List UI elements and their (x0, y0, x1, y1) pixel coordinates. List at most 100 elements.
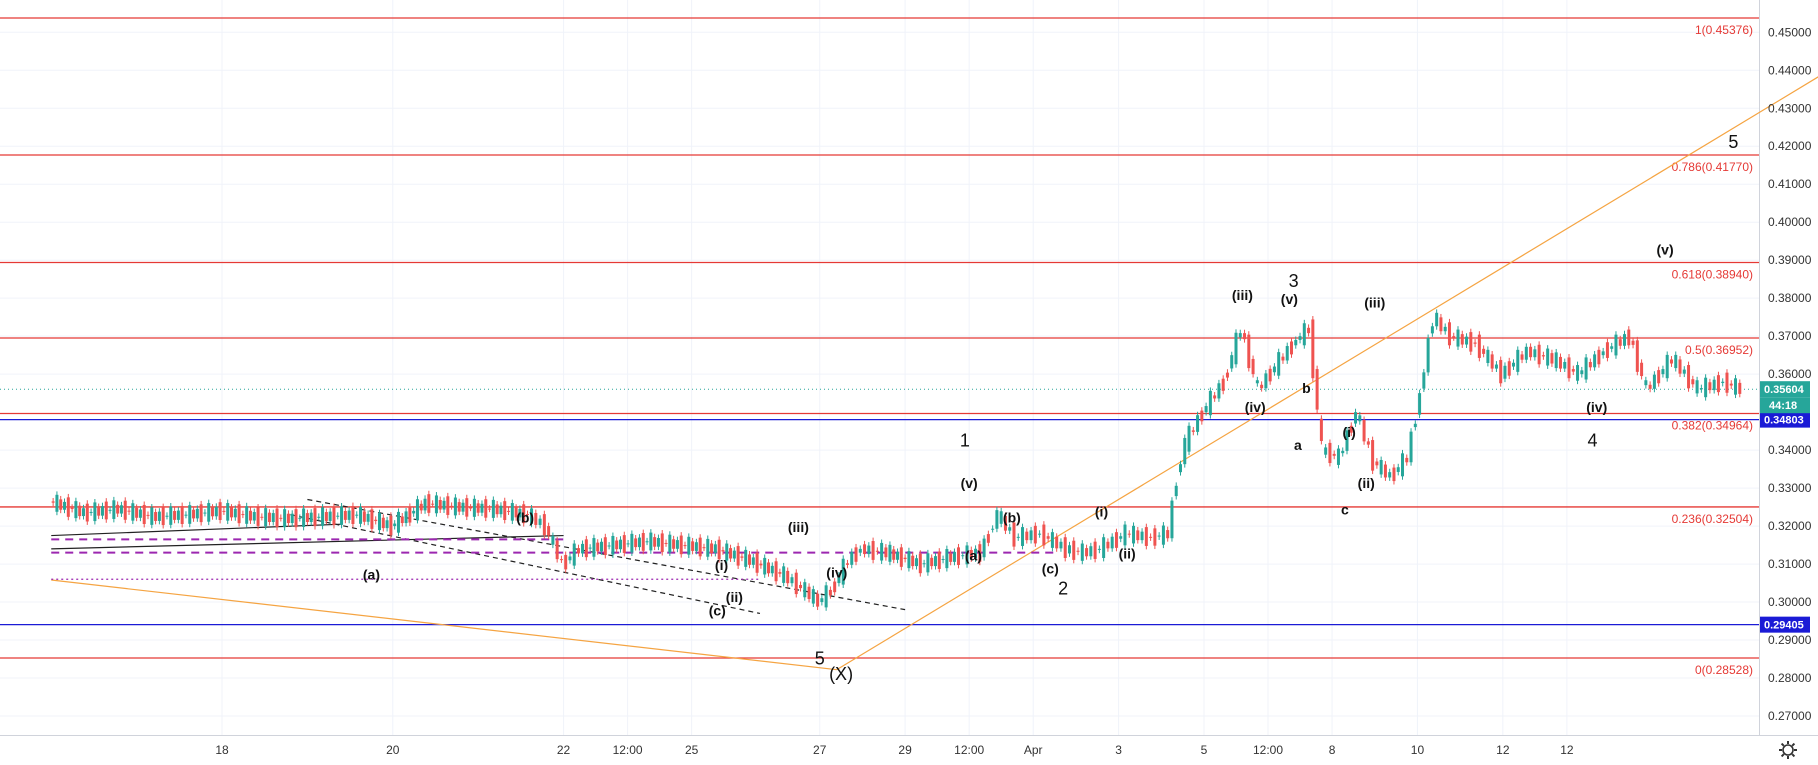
candle-body (123, 500, 127, 520)
wave-label: (v) (1657, 241, 1674, 257)
candle-body (603, 537, 607, 556)
candle-body (828, 589, 832, 596)
candle-body (290, 513, 294, 524)
candle-body (584, 539, 588, 558)
price-tick-label: 0.33000 (1768, 481, 1812, 495)
candle-body (1618, 339, 1622, 346)
candle-body (1456, 329, 1460, 347)
candle-body (1426, 337, 1430, 373)
fib-level-label: 0(0.28528) (1695, 663, 1753, 677)
candle-body (803, 582, 807, 598)
candle-body (1289, 341, 1293, 355)
candle-body (480, 503, 484, 513)
candle-body (965, 545, 969, 565)
candle-body (1123, 524, 1127, 546)
candle-body (1089, 546, 1093, 557)
candle-body (588, 547, 592, 549)
candle-body (634, 538, 638, 548)
candle-body (1264, 373, 1268, 389)
candle-body (778, 572, 782, 574)
candle-body (706, 538, 710, 557)
wave-label: (X) (829, 664, 853, 684)
price-tick-label: 0.42000 (1768, 139, 1812, 153)
price-axis[interactable]: 0.45000 0.44000 0.43000 0.42000 0.41000 0.400… (1760, 25, 1812, 723)
candle-body (683, 545, 687, 547)
candle-body (933, 556, 937, 567)
candle-body (1170, 500, 1174, 539)
candle-body (1307, 327, 1311, 334)
candle-body (755, 552, 759, 573)
candle-body (664, 542, 668, 544)
candle-body (1178, 464, 1182, 473)
wave-label: 4 (1587, 430, 1597, 450)
candle-body (687, 536, 691, 555)
candle-body (1401, 453, 1405, 477)
wave-label: 5 (1728, 132, 1738, 152)
trendline[interactable] (290, 514, 761, 615)
settings-gear-icon[interactable] (1779, 741, 1797, 759)
time-tick-label: 20 (386, 743, 400, 757)
candle-body (1392, 467, 1396, 482)
candle-body (176, 510, 180, 520)
trendline[interactable] (51, 579, 837, 671)
countdown-tag: 44:18 (1769, 400, 1797, 412)
candle-body (1648, 384, 1652, 389)
candle-body (100, 506, 104, 516)
candle-body (607, 545, 611, 547)
candle-body (1050, 532, 1054, 548)
candle-body (1699, 388, 1703, 390)
candle-body (522, 504, 526, 524)
candle-body (956, 547, 960, 565)
candle-body (1729, 383, 1733, 386)
wave-label: (i) (715, 557, 728, 573)
time-tick-label: 5 (1201, 743, 1208, 757)
candle-body (298, 517, 302, 519)
candle-body (81, 508, 85, 517)
candle-body (1588, 361, 1592, 368)
candle-body (871, 541, 875, 560)
candle-body (1230, 355, 1234, 369)
candle-body (1354, 412, 1358, 424)
price-tick-label: 0.27000 (1768, 709, 1812, 723)
trendline[interactable] (836, 9, 1818, 671)
time-axis[interactable]: 18 20 22 12:00 25 27 29 12:00 Apr 3 5 12:00 8 10 12 12 (215, 743, 1574, 757)
candle-body (442, 500, 446, 510)
candle-body (941, 559, 945, 561)
candle-body (1669, 359, 1673, 364)
wave-label: (ii) (726, 589, 743, 605)
candle-body (1422, 372, 1426, 389)
candle-body (203, 512, 207, 514)
candle-body (85, 503, 89, 522)
candle-body (626, 543, 630, 545)
time-tick-label: 12:00 (954, 743, 984, 757)
candle-body (1140, 531, 1144, 541)
candle-body (1396, 467, 1400, 472)
wave-label: (a) (965, 547, 982, 563)
candle-body (694, 542, 698, 551)
candle-body (305, 513, 309, 522)
candle-body (618, 539, 622, 550)
candle-body (1102, 537, 1106, 558)
candle-body (389, 515, 393, 536)
wave-label: (i) (1095, 504, 1108, 520)
candle-body (1721, 381, 1725, 384)
candle-body (192, 509, 196, 519)
price-tick-label: 0.36000 (1768, 367, 1812, 381)
candle-body (1144, 527, 1148, 546)
candle-body (645, 541, 649, 543)
candle-body (744, 549, 748, 567)
candle-body (173, 510, 177, 520)
candle-body (241, 514, 245, 516)
wave-label: 2 (1058, 578, 1068, 598)
trendline[interactable] (51, 534, 564, 550)
candle-body (184, 514, 188, 516)
candle-body (267, 512, 271, 522)
candle-body (135, 507, 139, 518)
time-tick-label: 22 (557, 743, 571, 757)
candle-body (385, 520, 389, 529)
candle-body (600, 541, 604, 552)
candle-body (245, 506, 249, 524)
trendline[interactable] (51, 523, 342, 537)
time-tick-label: 18 (215, 743, 229, 757)
